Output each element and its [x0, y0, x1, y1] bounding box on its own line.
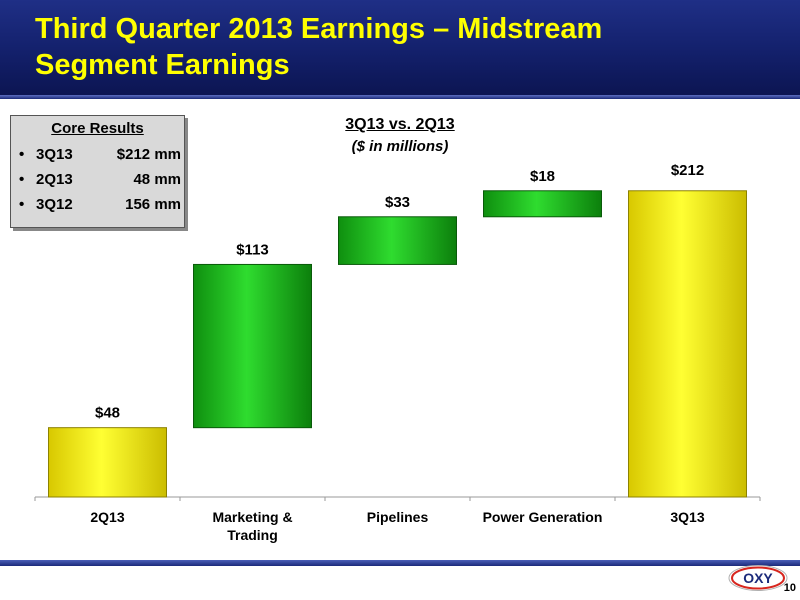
- title-bar-divider: [0, 95, 800, 99]
- core-results-row: • 3Q13 $212 mm: [19, 146, 181, 168]
- slide-title: Third Quarter 2013 Earnings – Midstream …: [35, 13, 603, 81]
- core-results-period: 3Q12: [36, 196, 73, 213]
- logo-text: OXY: [743, 570, 773, 586]
- chart-title: 3Q13 vs. 2Q13: [345, 116, 455, 133]
- x-tick-label: 3Q13: [670, 509, 704, 525]
- data-label: $33: [385, 194, 410, 211]
- bullet-icon: •: [19, 146, 25, 163]
- core-results-row: • 3Q12 156 mm: [19, 196, 181, 218]
- bullet-icon: •: [19, 196, 25, 213]
- data-label: $18: [530, 168, 555, 185]
- oxy-logo-icon: OXY: [728, 565, 788, 591]
- x-tick-label: Power Generation: [483, 509, 603, 525]
- x-tick-label: 2Q13: [90, 509, 124, 525]
- core-results-period: 2Q13: [36, 171, 73, 188]
- x-tick-label: Marketing &: [212, 509, 292, 525]
- page-number: 10: [783, 582, 796, 594]
- core-results-period: 3Q13: [36, 146, 73, 163]
- title-bar: [0, 0, 800, 95]
- bar-3q13: [628, 190, 747, 498]
- data-label: $48: [95, 405, 120, 422]
- core-results-row: • 2Q13 48 mm: [19, 171, 181, 193]
- data-label: $212: [671, 162, 704, 179]
- core-results-value: 156 mm: [125, 196, 181, 213]
- bar-power-generation: [483, 190, 602, 218]
- bar-marketing-trading: [193, 263, 312, 429]
- waterfall-chart: $48 2Q13 $113 Marketing & Trading $33 Pipeline…: [34, 162, 761, 543]
- core-results-box: Core Results • 3Q13 $212 mm • 2Q13 48 mm…: [10, 115, 185, 228]
- footer-divider: [0, 560, 800, 566]
- x-tick-label: Pipelines: [367, 509, 429, 525]
- bar-pipelines: [338, 216, 457, 265]
- chart-subtitle: ($ in millions): [351, 138, 449, 155]
- x-tick-label: Trading: [227, 527, 278, 543]
- data-label: $113: [236, 241, 269, 258]
- core-results-title: Core Results: [51, 120, 144, 137]
- core-results-value: 48 mm: [133, 171, 181, 188]
- bar-2q13: [48, 427, 167, 498]
- bullet-icon: •: [19, 171, 25, 188]
- core-results-value: $212 mm: [116, 146, 181, 163]
